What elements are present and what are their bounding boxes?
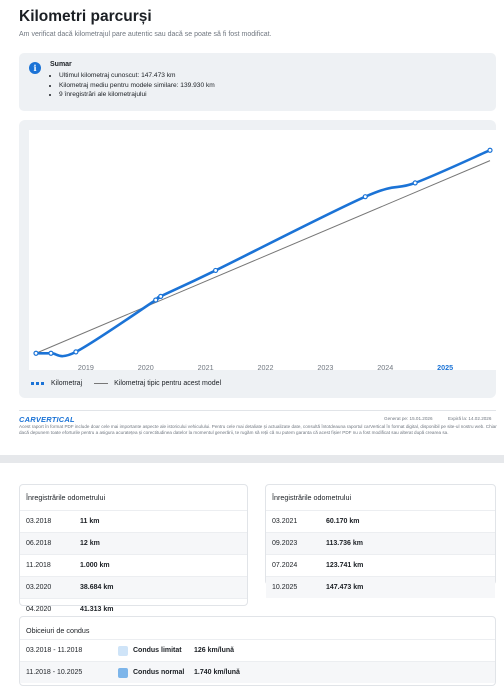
summary-list: Ultimul kilometraj cunoscut: 147.473 km … [59,71,215,100]
table-row: 11.2018 - 10.2025 Condus normal 1.740 km/l… [20,661,495,683]
x-tick-label: 2020 [138,363,154,372]
odometer-records-title: Înregistrările odometrului [272,493,352,502]
driving-rows: 03.2018 - 11.2018 Condus limitat 126 km/lu… [20,639,495,683]
driving-period: 11.2018 - 10.2025 [26,669,83,676]
driving-label: Condus limitat [133,647,182,654]
record-km: 1.000 km [80,562,110,569]
report-page-1: Kilometri parcurși Am verificat dacă kil… [0,0,504,455]
record-km: 147.473 km [326,584,364,591]
x-tick-label: 2021 [198,363,214,372]
report-page-2: Înregistrările odometrului 03.2018 11 km 0… [0,463,504,700]
page-subtitle: Am verificat dacă kilometrajul pare aute… [19,31,272,38]
summary-item: 9 înregistrări ale kilometrajului [59,90,215,100]
expiry-date: Expiră la: 14.02.2026 [448,416,492,421]
data-point [153,297,159,303]
mileage-chart: 2019 2020 2021 2022 2023 2024 2025 [29,130,496,372]
record-km: 12 km [80,540,100,547]
record-date: 04.2020 [26,606,52,613]
driving-swatch [118,668,128,678]
odometer-records-right: Înregistrările odometrului 03.2021 60.170… [265,484,496,598]
data-point [362,194,368,200]
page-separator [0,455,504,463]
series-line-typical [35,160,491,354]
record-km: 113.736 km [326,540,363,547]
x-tick-label: 2019 [78,363,94,372]
data-point [158,293,164,299]
odometer-records-title: Înregistrările odometrului [26,493,106,502]
data-point [48,350,54,356]
table-row: 06.2018 12 km [20,532,247,554]
data-point [33,350,39,356]
x-tick-label: 2023 [317,363,333,372]
driving-habits-title: Obiceiuri de condus [26,626,90,635]
summary-title: Sumar [50,61,72,68]
summary-item: Ultimul kilometraj cunoscut: 147.473 km [59,71,215,81]
legend-item-mileage: Kilometraj [31,380,82,387]
legend-swatch-mileage [31,382,45,385]
x-tick-label: 2025 [437,363,453,372]
driving-habits-card: Obiceiuri de condus 03.2018 - 11.2018 Con… [19,616,496,686]
carvertical-logo: CARVERTICAL [19,415,75,424]
record-date: 11.2018 [26,562,51,569]
page-title: Kilometri parcurși [19,8,152,25]
record-date: 03.2021 [272,518,298,525]
record-date: 06.2018 [26,540,52,547]
record-date: 03.2018 [26,518,52,525]
driving-value: 1.740 km/lună [194,669,240,676]
legend-label-typical: Kilometraj tipic pentru acest model [114,380,222,387]
table-row: 03.2020 38.684 km [20,576,247,598]
table-row: 03.2021 60.170 km [266,510,495,532]
x-tick-label: 2024 [377,363,393,372]
data-point [412,180,418,186]
table-row: 04.2020 41.313 km [20,598,247,620]
record-km: 11 km [80,518,100,525]
record-km: 41.313 km [80,606,114,613]
data-point [213,267,219,274]
legend-label-mileage: Kilometraj [51,380,83,387]
odometer-records-left: Înregistrările odometrului 03.2018 11 km 0… [19,484,248,613]
record-date: 07.2024 [272,562,298,569]
mileage-chart-card: 2019 2020 2021 2022 2023 2024 2025 [19,120,496,398]
plot-area [29,130,496,370]
generated-date: Generat pe: 15.01.2026 [384,416,433,421]
record-km: 60.170 km [326,518,360,525]
driving-value: 126 km/lună [194,647,235,654]
record-date: 10.2025 [272,584,298,591]
odometer-rows: 03.2021 60.170 km 09.2023 113.736 km 07.2024… [266,510,495,598]
footer-divider [19,410,496,411]
record-date: 03.2020 [26,584,52,591]
driving-label: Condus normal [133,669,185,676]
driving-swatch [118,646,128,656]
table-row: 07.2024 123.741 km [266,554,495,576]
summary-box: i Sumar Ultimul kilometraj cunoscut: 147… [19,53,496,111]
disclaimer-text: Acest raport în format PDF include doar … [19,424,497,435]
table-row: 03.2018 - 11.2018 Condus limitat 126 km/lu… [20,639,495,661]
info-icon: i [29,62,41,74]
driving-period: 03.2018 - 11.2018 [26,647,83,654]
summary-item: Kilometraj mediu pentru modele similare:… [59,81,215,91]
data-point [73,349,79,355]
table-row: 03.2018 11 km [20,510,247,532]
legend-swatch-typical [94,383,109,384]
odometer-rows: 03.2018 11 km 06.2018 12 km 11.2018 1.000 km 0… [20,510,247,620]
record-km: 38.684 km [80,584,114,591]
table-row: 10.2025 147.473 km [266,576,495,598]
series-line-mileage [35,149,491,358]
chart-legend: Kilometraj Kilometraj tipic pentru acest… [31,380,233,387]
data-point [487,147,493,153]
legend-item-typical: Kilometraj tipic pentru acest model [94,380,221,387]
table-row: 09.2023 113.736 km [266,532,495,554]
table-row: 11.2018 1.000 km [20,554,247,576]
x-tick-label: 2022 [257,363,273,372]
record-km: 123.741 km [326,562,364,569]
record-date: 09.2023 [272,540,298,547]
